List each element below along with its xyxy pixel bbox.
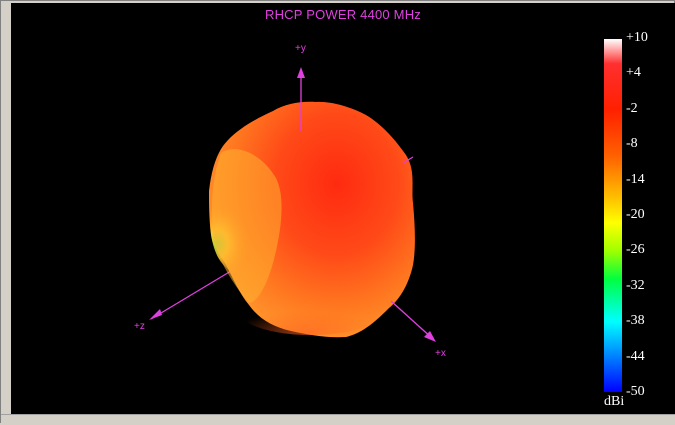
3d-pattern-viewport[interactable]: RHCP POWER 4400 MHz: [11, 3, 675, 414]
colorbar-tick-label: -38: [626, 313, 645, 329]
colorbar-tick-label: -26: [626, 242, 645, 258]
colorbar-tick-label: -2: [626, 100, 638, 116]
colorbar-tick-label: +10: [626, 30, 648, 45]
colorbar-tick-label: -14: [626, 171, 645, 187]
pattern-surface-shadow: [241, 291, 381, 335]
z-axis-arrow-icon: [149, 309, 162, 320]
window-bottom-border: [1, 414, 675, 425]
gain-colorbar: [604, 39, 622, 392]
colorbar-unit-label: dBi: [604, 394, 625, 409]
y-axis-label: +y: [295, 43, 306, 54]
colorbar-tick-label: -44: [626, 348, 645, 364]
colorbar-tick-label: -20: [626, 207, 645, 222]
x-axis-arrow-icon: [424, 331, 436, 342]
colorbar-tick-label: -32: [626, 277, 645, 293]
pattern-surface-warm-region: [211, 149, 282, 303]
window-left-border: [1, 1, 11, 414]
x-axis-label: +x: [435, 348, 446, 359]
plot-title: RHCP POWER 4400 MHz: [265, 7, 421, 22]
colorbar-tick-label: +4: [626, 65, 641, 81]
colorbar-tick-label: -8: [626, 136, 638, 152]
y-axis-arrow-icon: [297, 67, 305, 78]
axis-stub: [402, 156, 414, 164]
x-axis-line: [390, 300, 434, 340]
colorbar-tick-label: -50: [626, 384, 645, 399]
z-axis-label: +z: [134, 321, 145, 332]
radiation-pattern-3d[interactable]: [11, 3, 675, 414]
z-axis-line: [150, 264, 242, 320]
